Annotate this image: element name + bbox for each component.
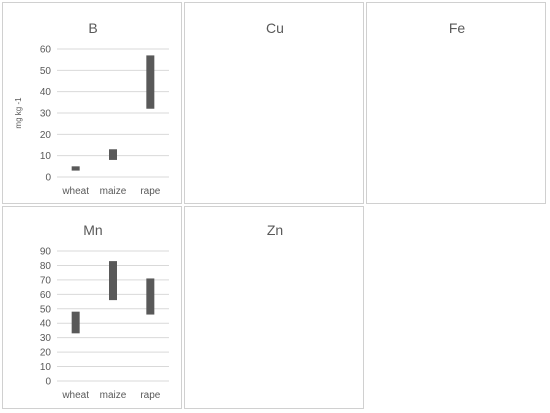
chart-panel-b: B 0 10 20 30 40 50 60 mg kg -1 wheat maize rape [2,2,182,204]
chart-panel-mn: Mn 0 10 20 30 40 50 60 70 80 90 wheat maize rape [2,206,182,409]
chart-title: Mn [83,222,102,238]
x-tick-label: rape [140,186,160,197]
y-tick-label: 60 [40,290,52,301]
y-tick-label: 0 [45,377,51,388]
chart-title: B [88,20,97,36]
y-tick-label: 30 [40,109,52,120]
x-tick-label: maize [100,186,127,197]
y-tick-label: 0 [45,173,51,184]
chart-title: Zn [267,222,283,238]
chart-title: Cu [266,20,284,36]
chart-svg: Mn 0 10 20 30 40 50 60 70 80 90 wheat maize rape [40,222,169,401]
x-tick-label: rape [140,390,160,401]
bar-wheat [71,311,80,334]
y-axis-label: mg kg -1 [14,97,23,129]
bar-wheat [71,166,80,171]
x-tick-label: maize [100,390,127,401]
y-tick-label: 30 [40,333,52,344]
y-tick-label: 10 [40,362,52,373]
y-tick-label: 90 [40,247,52,258]
x-tick-label: wheat [61,390,89,401]
bar-maize [109,149,117,160]
y-tick-label: 40 [40,319,52,330]
y-tick-label: 20 [40,130,52,141]
x-tick-label: wheat [61,186,89,197]
chart-svg: Fe050100150200250300wheatmaizerape [449,20,466,36]
y-tick-label: 20 [40,348,52,359]
bar-rape [146,55,155,109]
y-tick-label: 60 [40,45,52,56]
y-tick-label: 70 [40,275,52,286]
chart-title: Fe [449,20,466,36]
y-tick-label: 50 [40,66,52,77]
bar-rape [146,278,155,315]
chart-panel-fe: Fe050100150200250300wheatmaizerape [366,2,546,204]
bar-maize [109,261,117,301]
chart-svg: B 0 10 20 30 40 50 60 mg kg -1 wheat maize rape [14,20,169,197]
y-tick-label: 50 [40,304,52,315]
y-tick-label: 80 [40,261,52,272]
y-tick-label: 40 [40,87,52,98]
y-tick-label: 10 [40,151,52,162]
